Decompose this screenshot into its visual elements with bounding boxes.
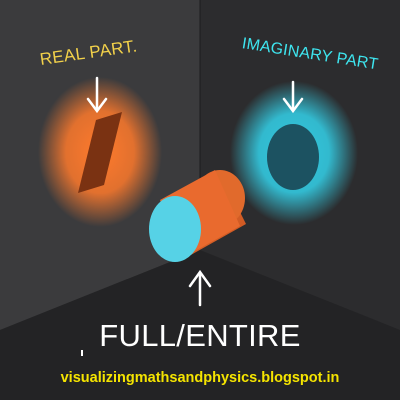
small-mark [81,350,83,356]
arrow-down-icon [282,80,304,114]
real-projection-shadow [78,112,122,193]
cylinder-cyan-face [149,196,201,262]
arrow-down-icon [86,76,108,114]
arrow-up-icon [188,269,212,307]
floor [0,250,400,400]
full-entire-label: FULL/ENTIRE [99,318,301,353]
imaginary-projection-shadow [267,124,319,190]
blog-url-label: visualizingmathsandphysics.blogspot.in [60,370,340,386]
